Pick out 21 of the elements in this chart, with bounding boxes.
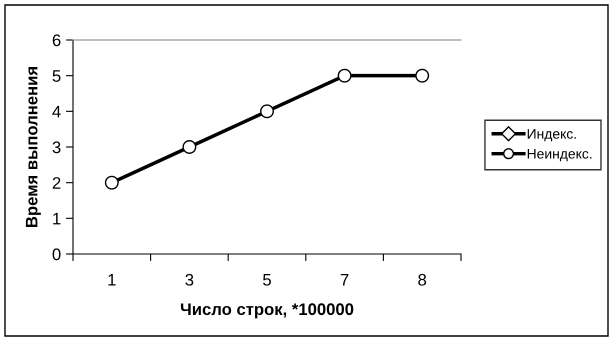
x-tick-label: 5	[263, 274, 271, 286]
y-tick-label: 4	[52, 106, 61, 118]
point	[182, 140, 196, 154]
x-tick-label: 1	[108, 274, 116, 286]
x-tick-label: 8	[418, 274, 426, 286]
y-tick-label: 1	[53, 212, 60, 224]
y-axis-title: Время выполнения	[26, 67, 41, 227]
point	[104, 176, 119, 190]
x-tick-label: 7	[340, 274, 348, 286]
y-tick-label: 2	[52, 177, 60, 189]
point	[415, 68, 430, 83]
point	[260, 104, 274, 118]
y-tick-label: 5	[52, 70, 60, 82]
legend-label: Неиндекс.	[528, 148, 592, 162]
y-tick-label: 0	[52, 248, 61, 260]
y-tick-label: 3	[52, 141, 60, 154]
point	[338, 68, 352, 83]
legend-label: Индекс.	[528, 129, 576, 142]
x-tick-label: 3	[185, 274, 194, 286]
y-tick-label: 6	[52, 34, 60, 46]
x-axis-title: Число строк, *100000	[180, 303, 354, 318]
